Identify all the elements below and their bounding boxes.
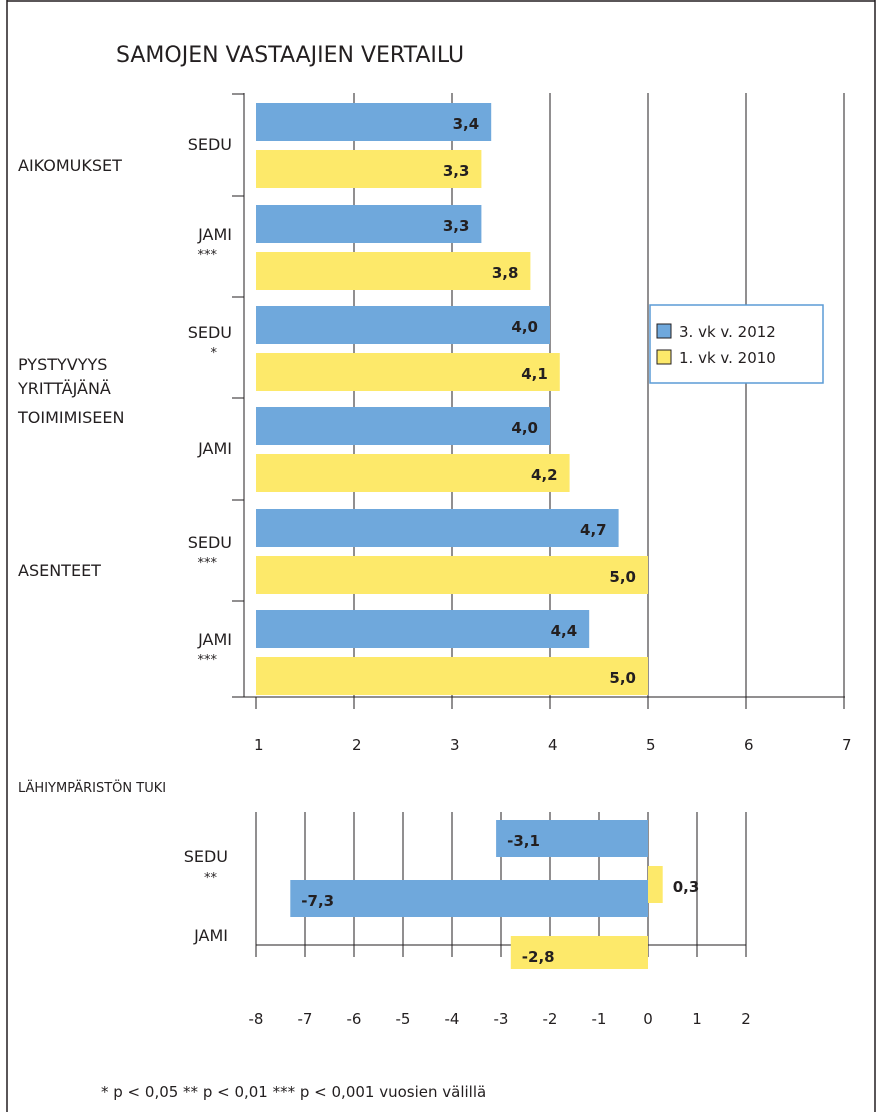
row-label: SEDU xyxy=(188,135,232,154)
group-label: AIKOMUKSET xyxy=(18,156,122,175)
x-tick-label: 1 xyxy=(254,736,264,754)
data-label: 4,4 xyxy=(551,622,578,640)
row-label: JAMI xyxy=(197,439,232,458)
x-tick-label: 4 xyxy=(548,736,558,754)
data-label: 3,3 xyxy=(443,162,470,180)
row-label: JAMI xyxy=(193,926,228,945)
group-label: ASENTEET xyxy=(18,561,101,580)
x-tick-label: 6 xyxy=(744,736,754,754)
bar xyxy=(256,407,550,445)
bar xyxy=(256,353,560,391)
significance-marker: * xyxy=(211,346,218,361)
significance-marker: *** xyxy=(198,556,218,571)
legend-swatch xyxy=(656,323,672,339)
data-label: -7,3 xyxy=(301,892,334,910)
bar xyxy=(256,509,619,547)
group-label: TOIMIMISEEN xyxy=(17,408,124,427)
row-label: SEDU xyxy=(188,533,232,552)
bar xyxy=(290,880,648,917)
bar xyxy=(496,820,648,857)
group-label: PYSTYVYYS xyxy=(18,355,107,374)
data-label: 4,7 xyxy=(580,521,607,539)
legend-box xyxy=(649,304,824,384)
x-tick-label: -6 xyxy=(347,1010,362,1028)
data-label: 5,0 xyxy=(609,568,636,586)
legend-label: 3. vk v. 2012 xyxy=(679,323,776,341)
bar xyxy=(256,103,492,141)
chart2-bars xyxy=(290,820,663,969)
x-tick-label: -5 xyxy=(396,1010,411,1028)
group-label: YRITTÄJÄNÄ xyxy=(17,379,111,398)
data-label: 5,0 xyxy=(609,669,636,687)
legend-swatch xyxy=(656,349,672,365)
chart-title: SAMOJEN VASTAAJIEN VERTAILU xyxy=(116,43,464,68)
x-tick-label: -1 xyxy=(592,1010,607,1028)
chart2-ticks: -8 -7 -6 -5 -4 -3 -2 -1 0 1 2 xyxy=(249,1010,751,1028)
bar xyxy=(256,657,648,695)
footnote: * p < 0,05 ** p < 0,01 *** p < 0,001 vuo… xyxy=(101,1083,486,1101)
chart1-grid xyxy=(232,93,845,709)
chart1-bars xyxy=(256,103,648,695)
x-tick-label: 1 xyxy=(692,1010,702,1028)
bar xyxy=(256,150,482,188)
bar xyxy=(256,454,570,492)
chart2-title: LÄHIYMPÄRISTÖN TUKI xyxy=(18,779,166,796)
bar xyxy=(256,205,482,243)
data-label: 4,0 xyxy=(511,419,538,437)
x-tick-label: 0 xyxy=(643,1010,653,1028)
x-tick-label: -2 xyxy=(543,1010,558,1028)
row-label: JAMI xyxy=(197,630,232,649)
x-tick-label: -8 xyxy=(249,1010,264,1028)
x-tick-label: -7 xyxy=(298,1010,313,1028)
x-tick-label: 7 xyxy=(842,736,852,754)
data-label: 4,0 xyxy=(511,318,538,336)
legend-label: 1. vk v. 2010 xyxy=(679,349,776,367)
data-label: 4,1 xyxy=(521,365,548,383)
significance-marker: ** xyxy=(204,871,218,886)
legend: 3. vk v. 2012 1. vk v. 2010 xyxy=(649,304,824,384)
bar xyxy=(256,252,531,290)
row-label: JAMI xyxy=(197,225,232,244)
x-tick-label: -4 xyxy=(445,1010,460,1028)
data-label: -3,1 xyxy=(507,832,540,850)
x-tick-label: 5 xyxy=(646,736,656,754)
bar xyxy=(256,610,590,648)
chart1-labels: AIKOMUKSET SEDU 3,4 3,3 JAMI *** 3,3 3,8 PYSTYVY… xyxy=(17,115,636,687)
data-label: 3,3 xyxy=(443,217,470,235)
data-label: 0,3 xyxy=(673,878,700,896)
chart2-labels: SEDU ** -3,1 0,3 JAMI -7,3 -2,8 xyxy=(184,832,700,966)
data-label: 4,2 xyxy=(531,466,558,484)
chart1-ticks: 1 2 3 4 5 6 7 xyxy=(254,736,852,754)
bar xyxy=(256,306,550,344)
data-label: 3,8 xyxy=(492,264,519,282)
x-tick-label: 2 xyxy=(741,1010,751,1028)
significance-marker: *** xyxy=(198,653,218,668)
x-tick-label: 3 xyxy=(450,736,460,754)
significance-marker: *** xyxy=(198,248,218,263)
bar xyxy=(256,556,648,594)
x-tick-label: 2 xyxy=(352,736,362,754)
data-label: 3,4 xyxy=(453,115,480,133)
data-label: -2,8 xyxy=(522,948,555,966)
row-label: SEDU xyxy=(188,323,232,342)
bar xyxy=(510,936,648,969)
row-label: SEDU xyxy=(184,847,228,866)
bar xyxy=(648,866,663,903)
x-tick-label: -3 xyxy=(494,1010,509,1028)
